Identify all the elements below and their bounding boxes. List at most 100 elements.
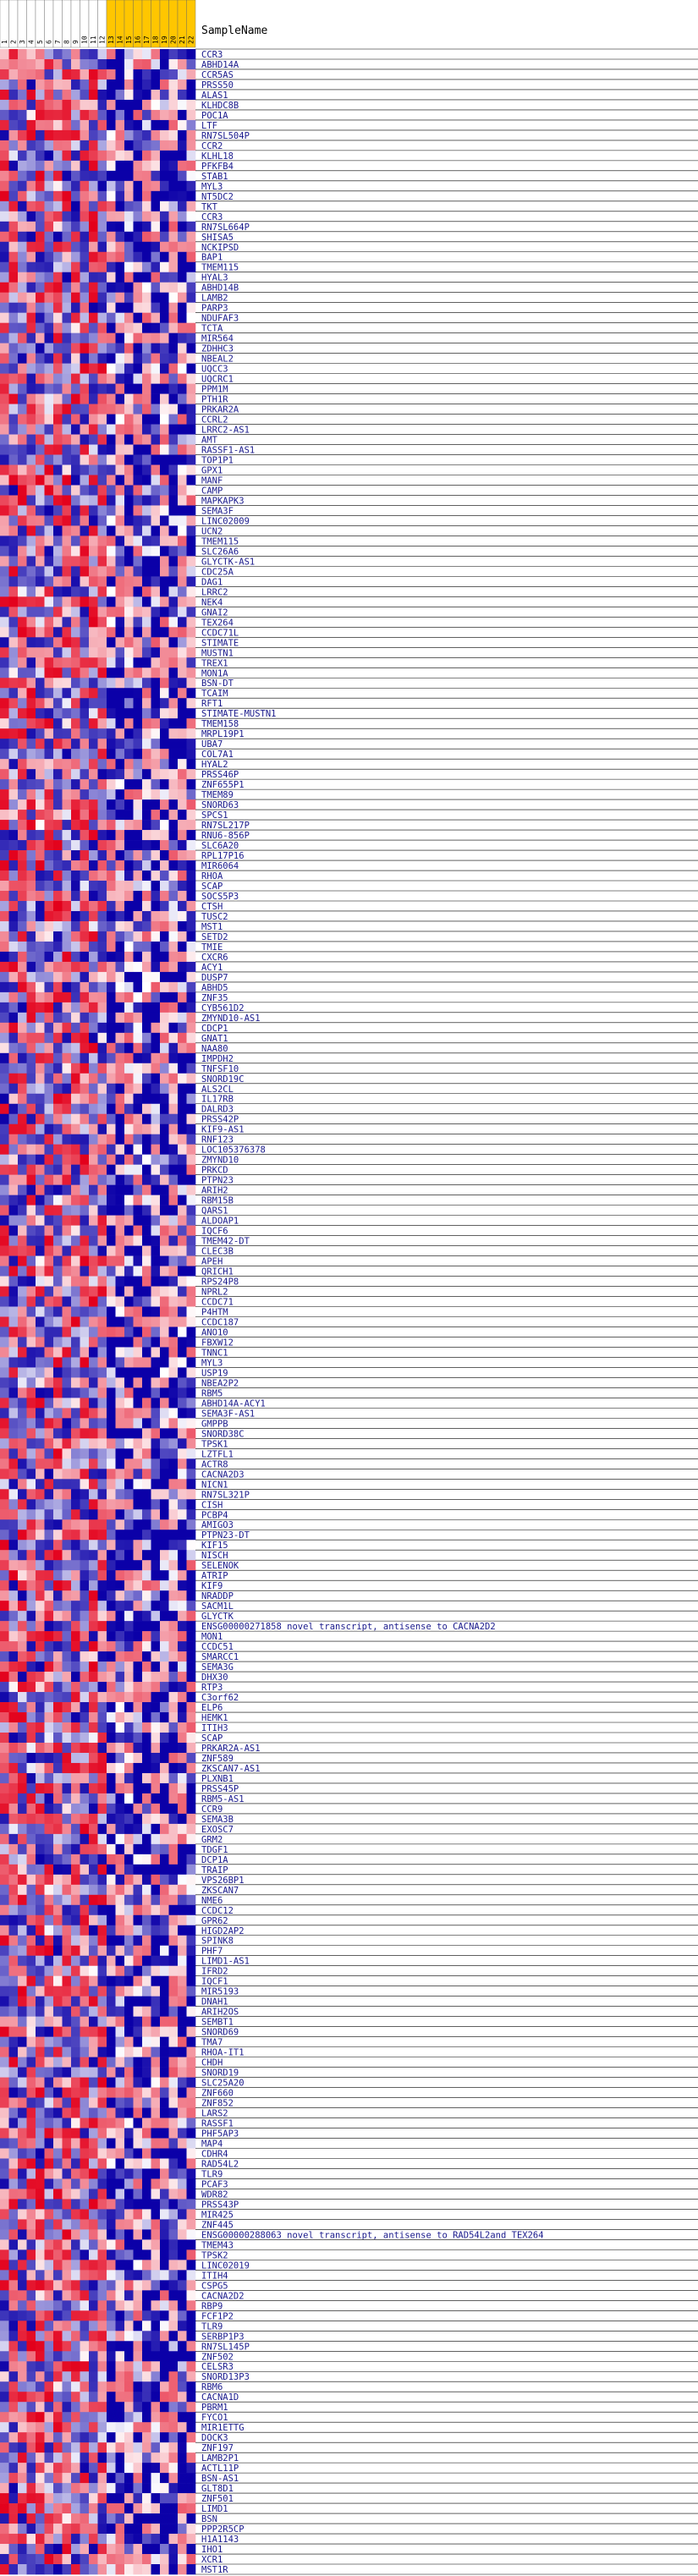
heatmap-cell bbox=[44, 1276, 54, 1287]
heatmap-cell bbox=[168, 2280, 179, 2291]
heatmap-cell bbox=[44, 1113, 54, 1125]
heatmap-cell bbox=[80, 2067, 90, 2078]
heatmap-cell bbox=[44, 1914, 54, 1926]
heatmap-cell bbox=[133, 1276, 143, 1287]
heatmap-cell bbox=[89, 1672, 98, 1683]
heatmap-cell bbox=[142, 2168, 151, 2179]
heatmap-cell bbox=[89, 2097, 98, 2108]
heatmap-cell bbox=[0, 1093, 9, 1105]
heatmap-cell bbox=[107, 576, 116, 587]
heatmap-cell bbox=[151, 2148, 161, 2159]
heatmap-cell bbox=[8, 312, 19, 323]
heatmap-cell bbox=[8, 1823, 19, 1835]
heatmap-cell bbox=[160, 1843, 169, 1855]
heatmap-cell bbox=[26, 920, 36, 932]
heatmap-cell bbox=[44, 536, 54, 547]
heatmap-cell bbox=[160, 1032, 169, 1044]
heatmap-cell bbox=[0, 1550, 9, 1561]
heatmap-cell bbox=[97, 678, 107, 689]
heatmap-cell bbox=[18, 1590, 27, 1601]
heatmap-cell bbox=[18, 1631, 27, 1642]
heatmap-cell bbox=[18, 2310, 27, 2321]
heatmap-cell bbox=[36, 1590, 45, 1601]
heatmap-cell bbox=[71, 485, 80, 496]
heatmap-cell bbox=[151, 1377, 161, 1388]
heatmap-cell bbox=[133, 1235, 143, 1246]
heatmap-cell bbox=[18, 1772, 27, 1784]
heatmap-cell bbox=[71, 2229, 80, 2240]
heatmap-cell bbox=[124, 657, 134, 668]
heatmap-cell bbox=[71, 99, 80, 111]
heatmap-cell bbox=[160, 607, 169, 618]
heatmap-cell bbox=[160, 525, 169, 536]
heatmap-cell bbox=[71, 2046, 80, 2057]
heatmap-cell bbox=[80, 1367, 90, 1378]
heatmap-cell bbox=[168, 1914, 179, 1926]
heatmap-cell bbox=[142, 1408, 151, 1419]
heatmap-cell bbox=[26, 475, 36, 486]
heatmap-cell bbox=[151, 1692, 161, 1703]
heatmap-cell bbox=[115, 2219, 125, 2230]
heatmap-cell bbox=[178, 1641, 187, 1652]
heatmap-cell bbox=[53, 951, 63, 963]
heatmap-cell bbox=[18, 1367, 27, 1378]
heatmap-cell bbox=[151, 221, 161, 233]
heatmap-cell bbox=[44, 759, 54, 770]
heatmap-cell bbox=[178, 1833, 187, 1845]
heatmap-cells bbox=[0, 49, 196, 2575]
heatmap-cell bbox=[89, 241, 98, 253]
heatmap-cell bbox=[186, 2178, 196, 2189]
heatmap-cell bbox=[178, 830, 187, 841]
heatmap-cell bbox=[97, 728, 107, 739]
heatmap-cell bbox=[71, 1469, 80, 1480]
heatmap-cell bbox=[53, 343, 63, 354]
heatmap-cell bbox=[97, 2046, 107, 2057]
heatmap-cell bbox=[133, 2239, 143, 2250]
heatmap-cell bbox=[71, 1733, 80, 1744]
heatmap-cell bbox=[186, 2128, 196, 2139]
heatmap-cell bbox=[142, 1874, 151, 1886]
heatmap-cell bbox=[44, 1762, 54, 1774]
heatmap-cell bbox=[133, 1032, 143, 1044]
heatmap-cell bbox=[107, 1955, 116, 1967]
heatmap-cell bbox=[151, 140, 161, 151]
heatmap-cell bbox=[44, 1042, 54, 1054]
heatmap-cell bbox=[0, 272, 9, 283]
heatmap-cell bbox=[36, 1276, 45, 1287]
heatmap-cell bbox=[26, 1367, 36, 1378]
heatmap-cell bbox=[53, 799, 63, 810]
heatmap-cell bbox=[168, 749, 179, 760]
heatmap-cell bbox=[0, 1245, 9, 1256]
heatmap-cell bbox=[168, 617, 179, 628]
heatmap-cell bbox=[8, 647, 19, 658]
heatmap-cell bbox=[107, 2016, 116, 2027]
heatmap-cell bbox=[18, 951, 27, 963]
heatmap-cell bbox=[18, 2067, 27, 2078]
heatmap-cell bbox=[115, 2067, 125, 2078]
heatmap-cell bbox=[18, 688, 27, 699]
heatmap-cell bbox=[89, 566, 98, 577]
heatmap-cell bbox=[186, 140, 196, 151]
heatmap-cell bbox=[89, 718, 98, 729]
heatmap-cell bbox=[107, 1195, 116, 1206]
heatmap-cell bbox=[36, 2077, 45, 2088]
heatmap-cell bbox=[44, 1752, 54, 1764]
heatmap-cell bbox=[44, 920, 54, 932]
heatmap-cell bbox=[18, 617, 27, 628]
heatmap-cell bbox=[160, 1965, 169, 1977]
heatmap-cell bbox=[107, 2178, 116, 2189]
heatmap-cell bbox=[133, 931, 143, 942]
heatmap-cell bbox=[36, 840, 45, 851]
heatmap-cell bbox=[53, 2138, 63, 2149]
heatmap-cell bbox=[115, 89, 125, 101]
heatmap-cell bbox=[142, 434, 151, 445]
heatmap-cell bbox=[89, 363, 98, 374]
heatmap-cell bbox=[62, 1965, 72, 1977]
heatmap-cell bbox=[107, 302, 116, 313]
heatmap-cell bbox=[44, 1479, 54, 1490]
heatmap-cell bbox=[62, 1052, 72, 1064]
heatmap-cell bbox=[151, 971, 161, 983]
heatmap-cell bbox=[107, 1113, 116, 1125]
heatmap-cell bbox=[71, 1316, 80, 1327]
heatmap-cell bbox=[124, 312, 134, 323]
